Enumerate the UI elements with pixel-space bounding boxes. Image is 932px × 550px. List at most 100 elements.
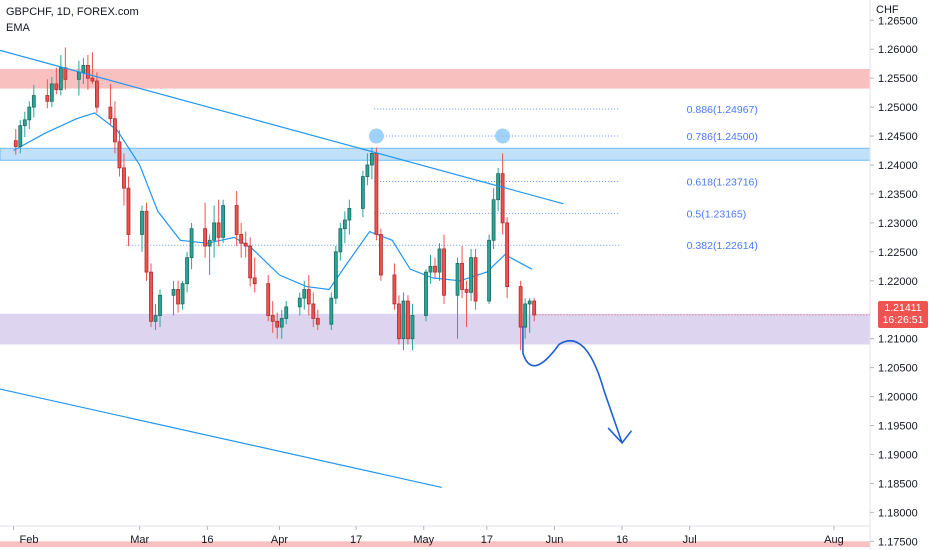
- candle-body: [487, 239, 491, 302]
- candle: [460, 246, 464, 299]
- candle: [505, 217, 510, 299]
- candle: [518, 280, 523, 351]
- candle-body: [176, 289, 180, 305]
- candle-body: [234, 205, 239, 235]
- symbol-title: GBPCHF, 1D, FOREX.com: [6, 6, 139, 18]
- candle: [275, 312, 280, 339]
- last-price-value: 1.21411: [884, 302, 922, 314]
- candle: [523, 298, 528, 339]
- candle: [189, 222, 194, 270]
- candle-body: [63, 67, 68, 80]
- fib-label-0.786: 0.786(1.24500): [687, 131, 758, 143]
- candle: [90, 52, 95, 84]
- ema-line: [13, 112, 533, 291]
- candle: [311, 292, 316, 328]
- y-tick-label: 1.26000: [878, 44, 918, 56]
- candle-body: [460, 263, 464, 290]
- chart-legend[interactable]: GBPCHF, 1D, FOREX.com EMA: [6, 4, 139, 36]
- candle-body: [279, 318, 284, 328]
- candle: [266, 275, 271, 322]
- candle-body: [126, 187, 131, 235]
- candle: [203, 202, 208, 258]
- candle: [81, 57, 86, 84]
- zone-resistance: [0, 68, 870, 89]
- candle: [333, 246, 338, 304]
- candle: [500, 153, 505, 235]
- x-tick-label: Jul: [683, 534, 697, 546]
- candle: [369, 147, 374, 180]
- trendline-1: [0, 49, 564, 205]
- candle: [527, 298, 532, 333]
- x-tick-label: Jun: [546, 534, 564, 546]
- y-tick-label: 1.19000: [878, 449, 918, 461]
- candle: [18, 119, 23, 154]
- ema-indicator-label[interactable]: EMA: [6, 22, 30, 34]
- candle: [212, 205, 217, 258]
- trendlines-layer: [0, 49, 564, 489]
- candle: [95, 72, 99, 113]
- y-tick-label: 1.18000: [878, 507, 918, 519]
- fib-label-0.886: 0.886(1.24967): [687, 104, 758, 116]
- candle-body: [491, 199, 496, 241]
- candle-body: [113, 118, 117, 143]
- zone-bottom: [0, 541, 870, 548]
- candle-body: [433, 265, 437, 273]
- candle-body: [95, 80, 99, 108]
- candle-body: [153, 315, 158, 322]
- fib-label-0.382: 0.382(1.22614): [687, 240, 758, 252]
- candle: [176, 280, 180, 313]
- x-tick-label: Apr: [271, 534, 288, 546]
- candle-body: [306, 289, 311, 305]
- candle: [284, 301, 289, 325]
- markers-layer: [368, 128, 511, 144]
- touch-marker-2: [495, 128, 511, 144]
- candle-body: [406, 300, 410, 340]
- zone-support: [0, 313, 870, 345]
- candle: [297, 292, 302, 316]
- projection-arrowhead: [607, 427, 632, 444]
- candle-body: [117, 141, 122, 169]
- candle: [54, 67, 59, 95]
- candle: [13, 129, 18, 155]
- candle-body: [284, 306, 289, 319]
- candle-body: [333, 251, 338, 299]
- candle-body: [302, 289, 307, 299]
- candles-layer: [13, 47, 537, 351]
- candle: [410, 303, 415, 351]
- candle: [221, 199, 226, 244]
- candle: [347, 199, 352, 235]
- trendline-2: [0, 388, 442, 489]
- candle: [185, 251, 189, 293]
- candle-body: [464, 289, 469, 293]
- candle-body: [315, 318, 320, 325]
- candle: [149, 263, 153, 328]
- candle-body: [401, 300, 406, 340]
- candle: [86, 55, 90, 90]
- candle-body: [185, 257, 189, 285]
- candle-body: [27, 106, 32, 121]
- candle-body: [86, 65, 90, 79]
- candle: [248, 237, 253, 287]
- candle: [532, 298, 537, 322]
- candle-body: [338, 228, 343, 253]
- candle-body: [149, 271, 153, 322]
- candle-body: [424, 271, 428, 316]
- y-tick-label: 1.22500: [878, 247, 918, 259]
- candle: [49, 77, 54, 108]
- candle-body: [374, 153, 379, 235]
- candle: [76, 60, 81, 96]
- candle: [306, 275, 311, 316]
- zones-layer: [0, 68, 871, 548]
- x-tick-label: Mar: [130, 534, 149, 546]
- candle-body: [239, 234, 244, 244]
- y-tick-label: 1.23500: [878, 189, 918, 201]
- candle: [455, 257, 460, 339]
- bar-countdown: 16:26:51: [882, 314, 924, 326]
- candle-body: [140, 210, 144, 235]
- candle-body: [18, 125, 23, 147]
- candle: [158, 289, 162, 328]
- candle: [122, 153, 126, 206]
- candle-body: [518, 286, 523, 328]
- candle: [140, 205, 144, 252]
